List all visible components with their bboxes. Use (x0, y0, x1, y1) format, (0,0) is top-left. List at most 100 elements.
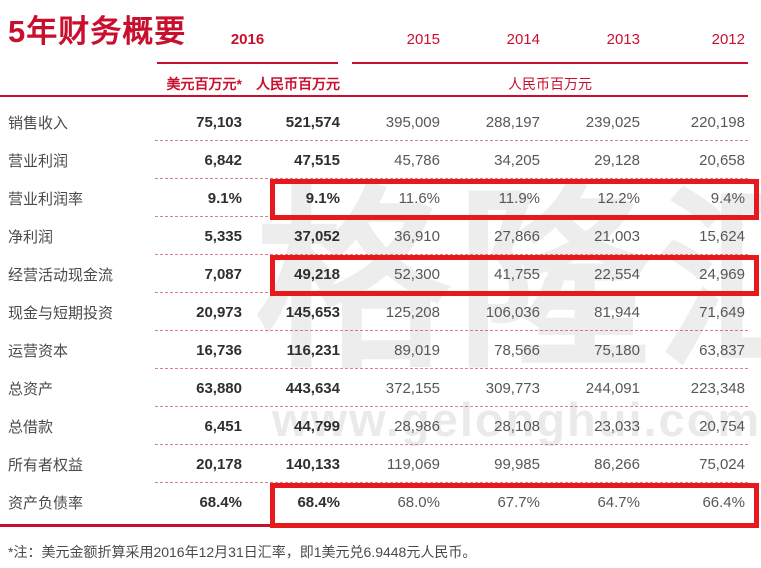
cell-usd-2016: 75,103 (196, 113, 242, 131)
cell-2015: 11.6% (398, 189, 440, 207)
cell-usd-2016: 20,973 (196, 303, 242, 321)
cell-2013: 64.7% (597, 493, 640, 511)
cell-2012: 75,024 (699, 455, 745, 473)
cell-2015: 36,910 (394, 227, 440, 245)
table-row: 总借款 6,451 44,799 28,986 28,108 23,033 20… (0, 407, 761, 445)
table-row: 资产负债率 68.4% 68.4% 68.0% 67.7% 64.7% 66.4… (0, 483, 761, 521)
cell-usd-2016: 68.4% (199, 493, 242, 511)
cell-2012: 71,649 (699, 303, 745, 321)
cell-rmb-2016: 37,052 (294, 227, 340, 245)
rule-under-2016 (157, 62, 338, 64)
cell-2014: 34,205 (494, 151, 540, 169)
cell-2015: 45,786 (394, 151, 440, 169)
row-label: 净利润 (8, 228, 54, 246)
column-header-rmb-millions-2016: 人民币百万元 (256, 76, 340, 92)
year-header-row: 2015 2014 2013 2012 (340, 31, 745, 48)
year-header-2012: 2012 (711, 31, 745, 48)
cell-2014: 27,866 (494, 227, 540, 245)
table-row: 所有者权益 20,178 140,133 119,069 99,985 86,2… (0, 445, 761, 483)
table-row: 营业利润 6,842 47,515 45,786 34,205 29,128 2… (0, 141, 761, 179)
cell-2012: 223,348 (690, 379, 745, 397)
cell-rmb-2016: 140,133 (285, 455, 340, 473)
cell-rmb-2016: 49,218 (294, 265, 340, 283)
row-label: 现金与短期投资 (8, 304, 114, 322)
cell-rmb-2016: 44,799 (294, 417, 340, 435)
row-label: 所有者权益 (8, 456, 84, 474)
row-label: 资产负债率 (8, 494, 84, 512)
row-label: 销售收入 (8, 114, 69, 132)
row-label: 总借款 (8, 418, 54, 436)
cell-rmb-2016: 521,574 (285, 113, 340, 131)
cell-2013: 81,944 (594, 303, 640, 321)
cell-usd-2016: 5,335 (204, 227, 242, 245)
cell-2013: 21,003 (594, 227, 640, 245)
cell-2012: 24,969 (699, 265, 745, 283)
page-title: 5年财务概要 (8, 14, 187, 49)
cell-usd-2016: 20,178 (196, 455, 242, 473)
cell-2015: 395,009 (385, 113, 440, 131)
cell-2014: 67.7% (497, 493, 540, 511)
column-group-2016-label: 2016 (230, 31, 265, 48)
cell-2015: 89,019 (394, 341, 440, 359)
column-header-usd-millions: 美元百万元* (166, 76, 242, 92)
cell-usd-2016: 9.1% (207, 189, 242, 207)
cell-2012: 66.4% (702, 493, 745, 511)
table-row: 营业利润率 9.1% 9.1% 11.6% 11.9% 12.2% 9.4% (0, 179, 761, 217)
cell-2014: 41,755 (494, 265, 540, 283)
cell-2015: 119,069 (386, 455, 440, 473)
cell-usd-2016: 6,842 (204, 151, 242, 169)
cell-2013: 12.2% (597, 189, 640, 207)
cell-2015: 68.0% (397, 493, 440, 511)
cell-2014: 288,197 (485, 113, 540, 131)
table-body: 销售收入 75,103 521,574 395,009 288,197 239,… (0, 103, 761, 521)
cell-2013: 22,554 (594, 265, 640, 283)
year-header-2013: 2013 (606, 31, 640, 48)
cell-rmb-2016: 443,634 (285, 379, 340, 397)
cell-rmb-2016: 9.1% (305, 189, 340, 207)
cell-2012: 220,198 (690, 113, 745, 131)
cell-2015: 28,986 (394, 417, 440, 435)
cell-2012: 20,754 (699, 417, 745, 435)
rule-header-bottom (0, 95, 748, 97)
table-row: 销售收入 75,103 521,574 395,009 288,197 239,… (0, 103, 761, 141)
cell-usd-2016: 63,880 (196, 379, 242, 397)
cell-2013: 86,266 (594, 455, 640, 473)
cell-2012: 20,658 (699, 151, 745, 169)
table-row: 现金与短期投资 20,973 145,653 125,208 106,036 8… (0, 293, 761, 331)
cell-usd-2016: 6,451 (204, 417, 242, 435)
table-row: 运营资本 16,736 116,231 89,019 78,566 75,180… (0, 331, 761, 369)
year-header-2015: 2015 (406, 31, 440, 48)
rule-under-years (352, 62, 748, 64)
cell-rmb-2016: 68.4% (297, 493, 340, 511)
cell-2012: 9.4% (710, 189, 745, 207)
highlight-box-debt-ratio (270, 483, 759, 528)
row-label: 经营活动现金流 (8, 266, 114, 284)
cell-rmb-2016: 145,653 (285, 303, 340, 321)
cell-2014: 99,985 (494, 455, 540, 473)
row-label: 营业利润 (8, 152, 69, 170)
highlight-box-operating-cash-flow (270, 255, 759, 296)
row-label: 运营资本 (8, 342, 69, 360)
cell-2014: 106,036 (485, 303, 540, 321)
table-row: 净利润 5,335 37,052 36,910 27,866 21,003 15… (0, 217, 761, 255)
cell-2012: 15,624 (699, 227, 745, 245)
row-label: 营业利润率 (8, 190, 84, 208)
cell-usd-2016: 16,736 (196, 341, 242, 359)
cell-2014: 28,108 (494, 417, 540, 435)
cell-rmb-2016: 47,515 (294, 151, 340, 169)
cell-2014: 11.9% (498, 189, 540, 207)
highlight-box-operating-margin (270, 179, 759, 220)
cell-2015: 52,300 (394, 265, 440, 283)
cell-2013: 75,180 (594, 341, 640, 359)
footnote: *注：美元金额折算采用2016年12月31日汇率，即1美元兑6.9448元人民币… (8, 544, 477, 560)
cell-2013: 239,025 (585, 113, 640, 131)
cell-2015: 372,155 (385, 379, 440, 397)
cell-2013: 23,033 (594, 417, 640, 435)
cell-2014: 309,773 (485, 379, 540, 397)
row-label: 总资产 (8, 380, 54, 398)
cell-2015: 125,208 (385, 303, 440, 321)
cell-usd-2016: 7,087 (204, 265, 242, 283)
year-header-2014: 2014 (506, 31, 540, 48)
table-row: 总资产 63,880 443,634 372,155 309,773 244,0… (0, 369, 761, 407)
